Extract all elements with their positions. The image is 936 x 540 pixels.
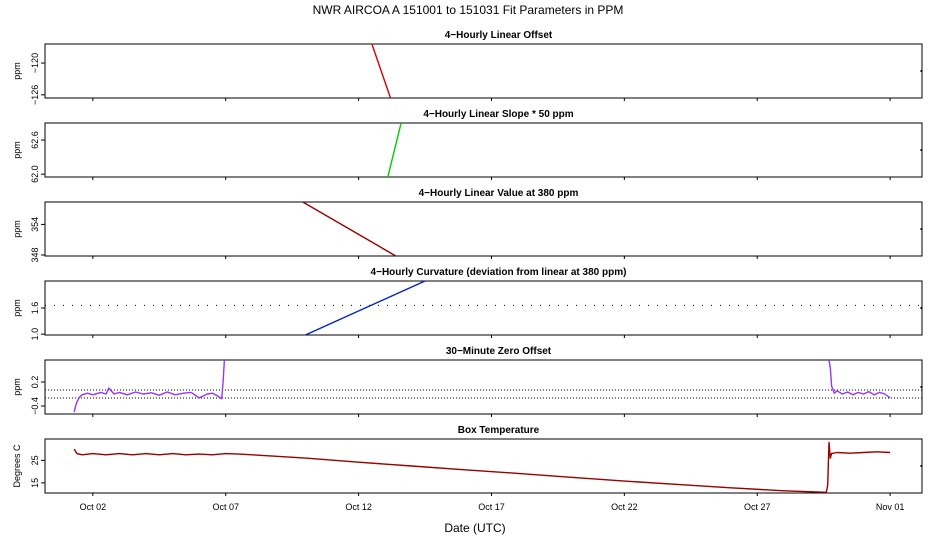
panel-title: 30−Minute Zero Offset — [446, 346, 552, 357]
y-tick-label: 15 — [30, 478, 40, 488]
series-group — [305, 281, 426, 335]
series-line — [302, 202, 397, 256]
panel-6: Box Temperature Degrees C 15 25 — [12, 425, 923, 496]
series-group — [73, 360, 891, 413]
y-axis-label: ppm — [12, 220, 22, 238]
panels: 4−Hourly Linear Offsetppm−126−1204−Hourl… — [12, 30, 923, 496]
series-line — [828, 360, 891, 399]
x-tick-label: Oct 27 — [744, 502, 771, 512]
y-tick-label: 1.6 — [30, 302, 40, 315]
series-group — [302, 202, 397, 256]
figure-title: NWR AIRCOA A 151001 to 151031 Fit Parame… — [313, 3, 624, 17]
series-group — [371, 44, 392, 98]
y-tick-label: −120 — [30, 53, 40, 73]
x-tick-label: Oct 17 — [478, 502, 505, 512]
series-line — [371, 44, 392, 98]
series-line — [73, 441, 891, 493]
panel-title: Box Temperature — [458, 425, 540, 436]
panel-title: 4−Hourly Linear Value at 380 ppm — [419, 188, 579, 199]
y-axis-label: ppm — [12, 62, 22, 80]
y-tick-label: −0.4 — [30, 397, 40, 415]
plot-frame — [44, 201, 923, 257]
series-line — [73, 360, 226, 413]
y-axis-label: ppm — [12, 299, 22, 317]
x-axis: Oct 02 Oct 07 Oct 12 Oct 17 Oct 22 Oct 27 Nov … — [80, 502, 905, 512]
y-tick-label: 62.0 — [30, 165, 40, 183]
series-group — [73, 441, 891, 493]
x-tick-label: Oct 12 — [345, 502, 372, 512]
plot-frame — [44, 438, 923, 494]
x-axis-label: Date (UTC) — [444, 521, 505, 535]
panel-1: 4−Hourly Linear Offset ppm −126 −120 — [12, 30, 923, 105]
panel-title: 4−Hourly Curvature (deviation from linea… — [371, 267, 627, 278]
y-tick-label: 1.0 — [30, 328, 40, 341]
y-tick-label: 354 — [30, 217, 40, 232]
plot-frame — [44, 359, 923, 415]
panel-2: 4−Hourly Linear Slope * 50 ppm ppm 62.0 62.… — [12, 109, 923, 183]
series-group — [387, 123, 402, 177]
y-tick-label: 25 — [30, 455, 40, 465]
x-tick-label: Oct 22 — [611, 502, 638, 512]
panel-title: 4−Hourly Linear Slope * 50 ppm — [423, 109, 573, 120]
y-tick-label: 348 — [30, 247, 40, 262]
series-line — [387, 123, 402, 177]
y-axis-label: Degrees C — [12, 444, 22, 488]
y-axis-label: ppm — [12, 141, 22, 159]
panel-5: 30−Minute Zero Offset ppm −0.4 0.2 — [12, 346, 923, 417]
y-tick-label: −126 — [30, 85, 40, 105]
x-tick-label: Nov 01 — [876, 502, 905, 512]
x-tick-label: Oct 02 — [80, 502, 107, 512]
series-line — [305, 281, 426, 335]
panel-3: 4−Hourly Linear Value at 380 ppm ppm 348 35… — [12, 188, 923, 262]
y-tick-label: 62.6 — [30, 131, 40, 149]
y-tick-label: 0.2 — [30, 376, 40, 389]
panel-4: 4−Hourly Curvature (deviation from linea… — [12, 267, 923, 341]
plot-frame — [44, 43, 923, 99]
panel-title: 4−Hourly Linear Offset — [445, 30, 553, 41]
y-axis-label: ppm — [12, 378, 22, 396]
plot-frame — [44, 280, 923, 336]
plot-frame — [44, 122, 923, 178]
x-tick-label: Oct 07 — [212, 502, 239, 512]
